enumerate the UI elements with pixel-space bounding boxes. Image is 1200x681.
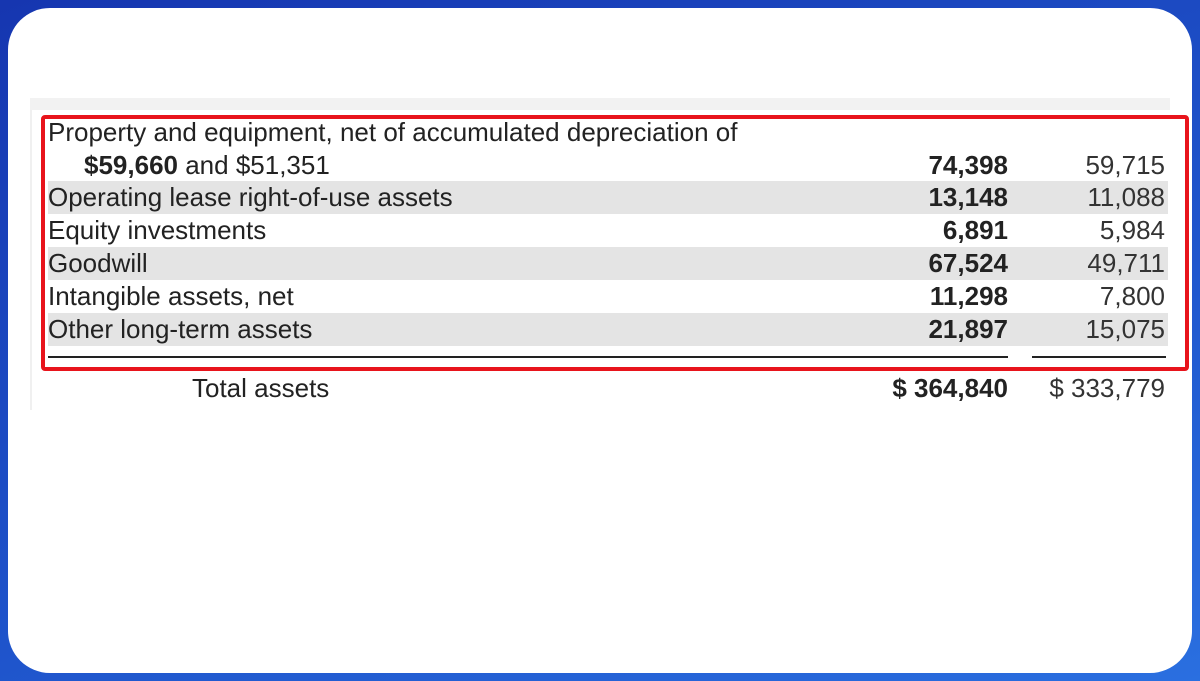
total-prior: $ 333,779 [1049,373,1165,403]
total-rule [48,356,1008,358]
prior-value: 15,075 [1085,314,1165,344]
row-shade [48,313,1168,346]
cropped-row [30,98,1170,110]
current-value: 6,891 [942,215,1008,245]
total-current: $ 364,840 [892,373,1008,403]
row-label-line2: $59,660 and $51,351 [84,149,330,181]
row-label: Operating lease right-of-use assets [48,182,453,212]
prior-value: 49,711 [1087,248,1165,278]
total-rule [1032,356,1166,358]
current-value: 67,524 [928,248,1008,278]
highlight-box [41,115,1189,371]
current-value: 74,398 [928,150,1008,180]
prior-value: 59,715 [1085,150,1165,180]
current-value: 13,148 [928,182,1008,212]
row-label: Equity investments [48,215,267,245]
depreciation-prior: and $51,351 [185,150,330,180]
row-label: Intangible assets, net [48,281,294,311]
current-value: 21,897 [928,314,1008,344]
depreciation-current: $59,660 [84,150,178,180]
row-label: Property and equipment, net of accumulat… [48,117,738,147]
prior-value: 11,088 [1087,182,1165,212]
row-label: Other long-term assets [48,314,313,344]
prior-value: 7,800 [1099,281,1165,311]
row-shade [48,181,1168,214]
prior-value: 5,984 [1099,215,1165,245]
current-value: 11,298 [929,281,1008,311]
total-label: Total assets [192,373,330,403]
row-label: Goodwill [48,248,148,278]
table-edge [30,110,32,410]
row-shade [48,247,1168,280]
